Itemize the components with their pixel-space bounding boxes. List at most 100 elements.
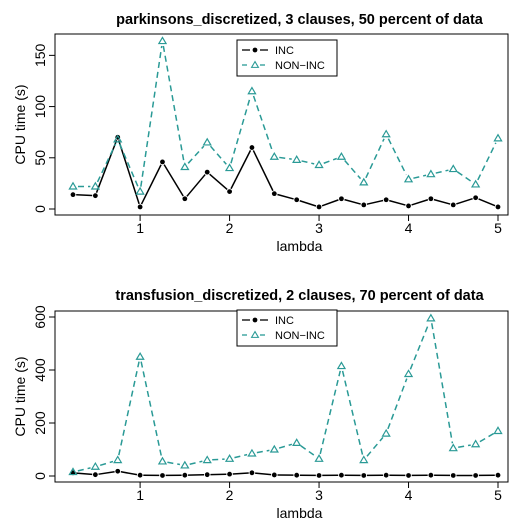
data-point-inc: [271, 191, 277, 197]
data-point-inc: [182, 472, 188, 478]
series-line-segment: [118, 140, 140, 205]
series-line-segment: [234, 453, 248, 459]
data-point-non-inc: [224, 453, 235, 462]
data-point-non-inc: [113, 455, 123, 464]
data-point-inc: [406, 203, 411, 209]
data-point-non-inc: [493, 426, 503, 435]
x-tick-label: 2: [226, 487, 234, 503]
data-point-non-inc: [403, 174, 414, 183]
series-line-segment: [299, 200, 317, 207]
series-line-segment: [119, 143, 139, 188]
data-point-non-inc: [113, 134, 123, 143]
data-point-non-inc: [314, 453, 324, 462]
series-line-segment: [458, 444, 471, 449]
data-point-inc: [450, 202, 456, 208]
series-line-segment: [209, 145, 227, 165]
data-point-inc: [249, 470, 255, 476]
series-line-segment: [341, 370, 364, 456]
data-point-inc: [182, 196, 188, 202]
data-point-inc: [294, 197, 300, 203]
series-line-segment: [140, 45, 163, 187]
y-tick-label: 600: [32, 305, 48, 329]
data-point-inc: [361, 202, 367, 208]
series-line-segment: [212, 458, 225, 461]
series-line-segment: [323, 157, 337, 164]
series-line-segment: [319, 370, 341, 455]
data-point-inc: [70, 192, 76, 198]
y-tick-label: 200: [32, 411, 48, 435]
data-point-inc: [160, 159, 165, 165]
data-point-non-inc: [426, 169, 436, 178]
legend-marker-inc: [252, 47, 258, 53]
chart-title: transfusion_discretized, 2 clauses, 70 p…: [115, 288, 484, 304]
series-line-segment: [255, 472, 272, 476]
series-line-segment: [387, 138, 407, 176]
series-line-segment: [479, 432, 495, 443]
series-line-segment: [277, 193, 294, 200]
data-point-non-inc: [470, 179, 481, 188]
series-line-segment: [187, 145, 205, 164]
x-tick-label: 3: [315, 220, 323, 236]
data-point-inc: [383, 472, 389, 478]
chart-panel-1: parkinsons_discretized, 3 clauses, 50 pe…: [12, 12, 509, 254]
series-line-segment: [279, 156, 292, 160]
data-point-inc: [383, 197, 389, 203]
data-point-inc: [495, 204, 501, 210]
series-line-segment: [433, 198, 451, 205]
legend-marker-non-inc: [250, 330, 260, 338]
x-tick-label: 4: [405, 220, 413, 236]
legend-marker-non-inc: [250, 60, 260, 68]
data-point-inc: [473, 473, 479, 478]
x-tick-label: 1: [136, 487, 144, 503]
series-line-segment: [230, 95, 252, 164]
y-axis-label: CPU time (s): [12, 356, 28, 436]
series-line-segment: [365, 138, 385, 179]
series-line-segment: [435, 169, 449, 174]
legend-box: [236, 309, 338, 347]
data-point-inc: [160, 473, 165, 478]
data-point-inc: [473, 195, 479, 201]
series-line-segment: [76, 472, 93, 476]
series-line-segment: [477, 142, 497, 181]
series-line-segment: [209, 173, 228, 191]
data-point-non-inc: [180, 162, 190, 171]
x-tick-label: 5: [494, 220, 502, 236]
data-point-non-inc: [381, 428, 391, 437]
data-point-inc: [428, 472, 434, 478]
data-point-non-inc: [381, 129, 391, 138]
series-line-segment: [366, 436, 384, 457]
data-point-non-inc: [202, 137, 212, 146]
data-point-inc: [406, 473, 411, 478]
data-point-inc: [339, 196, 344, 202]
data-point-inc: [316, 473, 322, 478]
series-line-segment: [76, 194, 93, 197]
chart-panel-2: transfusion_discretized, 2 clauses, 70 p…: [12, 288, 509, 521]
data-point-non-inc: [359, 177, 369, 186]
data-point-non-inc: [135, 186, 145, 195]
y-tick-label: 0: [32, 472, 48, 480]
series-line-segment: [232, 472, 249, 475]
series-line-segment: [478, 198, 496, 207]
data-point-non-inc: [90, 181, 101, 190]
data-point-non-inc: [224, 163, 235, 172]
legend-label: NON−INC: [275, 60, 325, 72]
data-point-inc: [92, 193, 98, 199]
data-point-inc: [204, 472, 210, 478]
y-axis-label: CPU time (s): [12, 84, 28, 164]
data-point-non-inc: [135, 351, 145, 360]
x-axis-label: lambda: [277, 505, 323, 521]
data-point-inc: [450, 473, 456, 478]
y-tick-label: 400: [32, 358, 48, 382]
data-point-inc: [92, 472, 98, 478]
data-point-inc: [428, 196, 434, 202]
data-point-non-inc: [493, 133, 503, 142]
data-point-inc: [115, 468, 121, 474]
y-tick-label: 150: [32, 43, 48, 67]
y-tick-label: 100: [32, 95, 48, 119]
data-point-non-inc: [202, 455, 212, 464]
data-point-inc: [361, 473, 367, 478]
series-line-segment: [366, 199, 384, 205]
data-point-non-inc: [247, 86, 257, 95]
